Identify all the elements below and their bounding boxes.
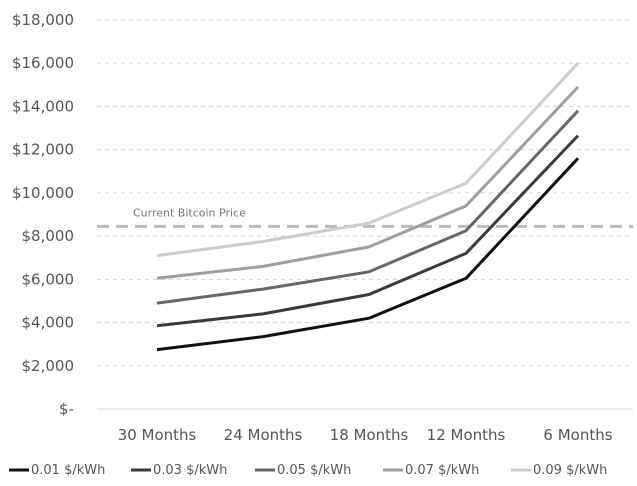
y-tick-label: $2,000: [22, 357, 75, 375]
x-tick-label: 12 Months: [427, 426, 506, 444]
gridlines: [97, 19, 633, 367]
y-tick-label: $14,000: [12, 97, 74, 115]
legend-label: 0.03 $/kWh: [153, 463, 227, 478]
x-axis: 30 Months 24 Months 18 Months 12 Months 6 Mo…: [97, 408, 633, 444]
legend-label: 0.01 $/kWh: [31, 463, 105, 478]
x-tick-label: 24 Months: [224, 426, 303, 444]
reference-line-group: Current Bitcoin Price: [97, 206, 633, 228]
legend-label: 0.07 $/kWh: [405, 463, 479, 478]
y-tick-label: $8,000: [22, 227, 75, 245]
y-tick-label: $4,000: [22, 314, 75, 332]
y-tick-label: $-: [59, 400, 74, 418]
y-tick-label: $18,000: [12, 11, 74, 29]
y-tick-label: $16,000: [12, 54, 74, 72]
legend-label: 0.09 $/kWh: [533, 463, 607, 478]
series-lines: [156, 62, 580, 352]
series-line-4: [156, 85, 580, 280]
series-line-5: [156, 62, 580, 258]
y-axis-tick-labels: $- $2,000 $4,000 $6,000 $8,000 $10,000 $12,000…: [12, 11, 74, 418]
x-tick-label: 30 Months: [118, 426, 197, 444]
x-tick-label: 18 Months: [330, 426, 409, 444]
x-tick-label: 6 Months: [543, 426, 612, 444]
legend-label: 0.05 $/kWh: [277, 463, 351, 478]
legend: 0.01 $/kWh 0.03 $/kWh 0.05 $/kWh 0.07 $/kWh…: [9, 463, 607, 478]
y-tick-label: $12,000: [12, 141, 74, 159]
current-price-label: Current Bitcoin Price: [133, 206, 246, 219]
series-line-3: [156, 109, 580, 305]
y-tick-label: $10,000: [12, 184, 74, 202]
y-tick-label: $6,000: [22, 270, 75, 288]
series-line-2: [156, 134, 580, 328]
series-line-1: [156, 157, 580, 352]
